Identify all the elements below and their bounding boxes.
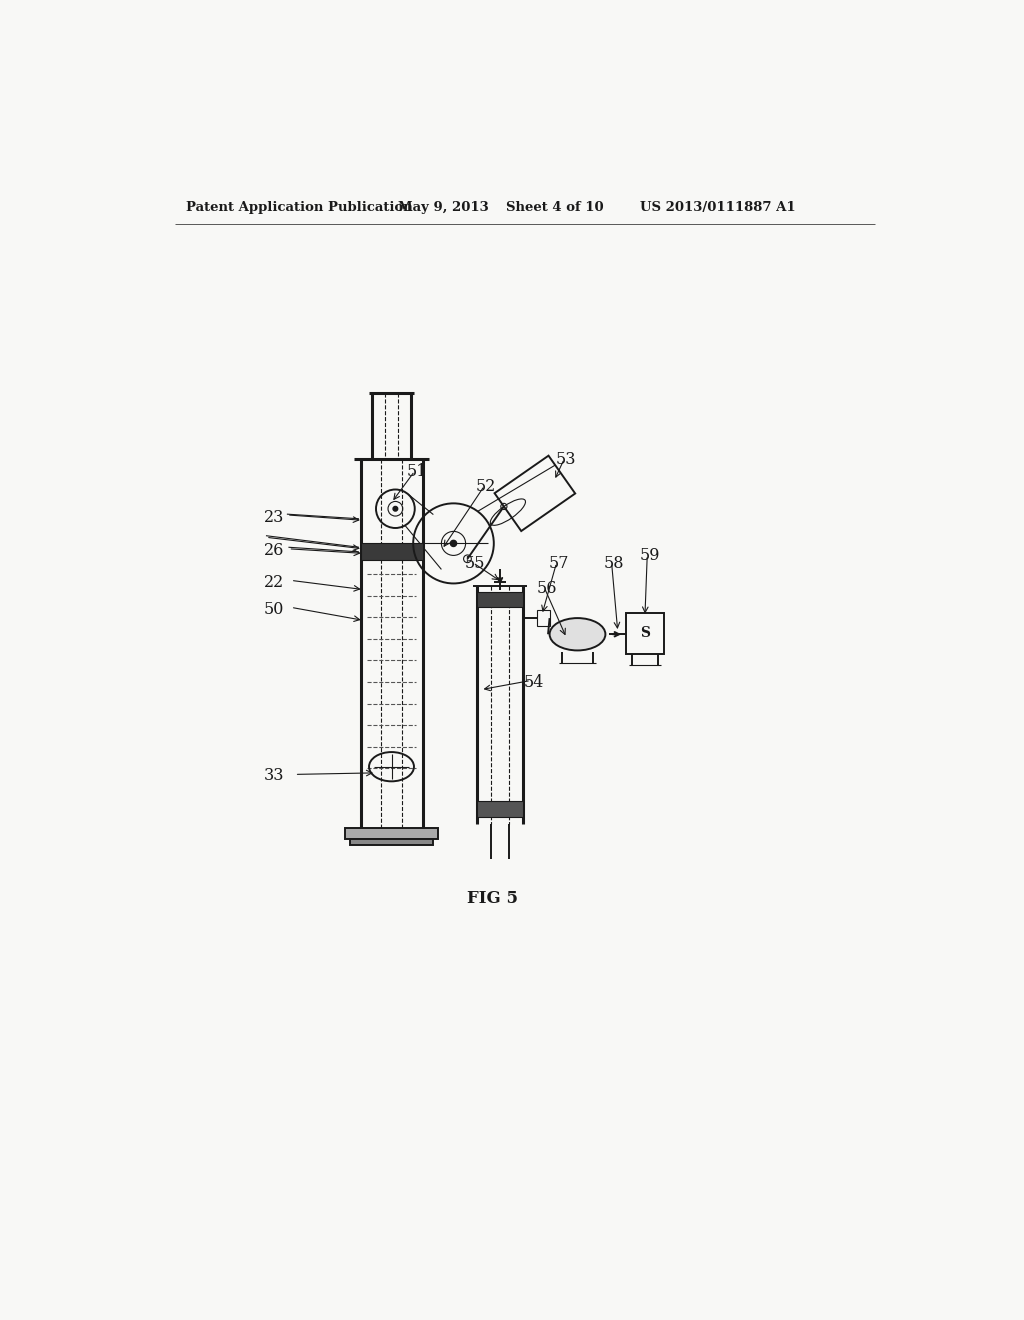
Bar (360, 544, 423, 561)
Text: S: S (640, 627, 650, 640)
Text: US 2013/0111887 A1: US 2013/0111887 A1 (640, 201, 795, 214)
Text: 59: 59 (640, 548, 660, 564)
Text: 53: 53 (556, 451, 577, 469)
Circle shape (393, 507, 397, 511)
Text: FIG 5: FIG 5 (467, 890, 518, 907)
Bar (349, 840, 433, 845)
Text: 56: 56 (537, 581, 557, 598)
Bar (345, 829, 438, 840)
Ellipse shape (550, 618, 605, 651)
Text: 57: 57 (549, 554, 569, 572)
Text: 54: 54 (523, 675, 544, 692)
Text: May 9, 2013: May 9, 2013 (397, 201, 488, 214)
Bar (626, 612, 665, 655)
Text: 52: 52 (475, 478, 496, 495)
Bar (477, 591, 523, 607)
Text: 22: 22 (263, 574, 284, 591)
Text: 50: 50 (263, 601, 284, 618)
Text: Patent Application Publication: Patent Application Publication (186, 201, 413, 214)
Bar (538, 610, 550, 626)
Text: 55: 55 (465, 554, 485, 572)
Text: 33: 33 (263, 767, 284, 784)
Text: 23: 23 (263, 508, 284, 525)
Bar (477, 801, 523, 817)
Text: 26: 26 (263, 543, 284, 558)
Circle shape (451, 540, 457, 546)
Text: Sheet 4 of 10: Sheet 4 of 10 (506, 201, 604, 214)
Text: 58: 58 (604, 554, 625, 572)
Text: 51: 51 (407, 462, 427, 479)
